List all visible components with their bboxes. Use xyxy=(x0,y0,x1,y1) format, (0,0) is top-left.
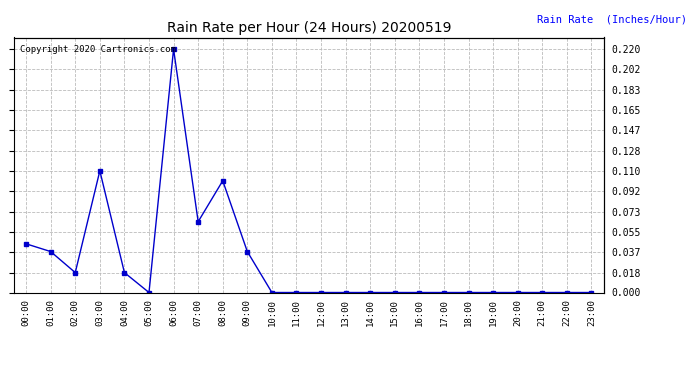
Text: Copyright 2020 Cartronics.com: Copyright 2020 Cartronics.com xyxy=(20,45,175,54)
Text: Rain Rate  (Inches/Hour): Rain Rate (Inches/Hour) xyxy=(537,15,687,25)
Title: Rain Rate per Hour (24 Hours) 20200519: Rain Rate per Hour (24 Hours) 20200519 xyxy=(166,21,451,35)
